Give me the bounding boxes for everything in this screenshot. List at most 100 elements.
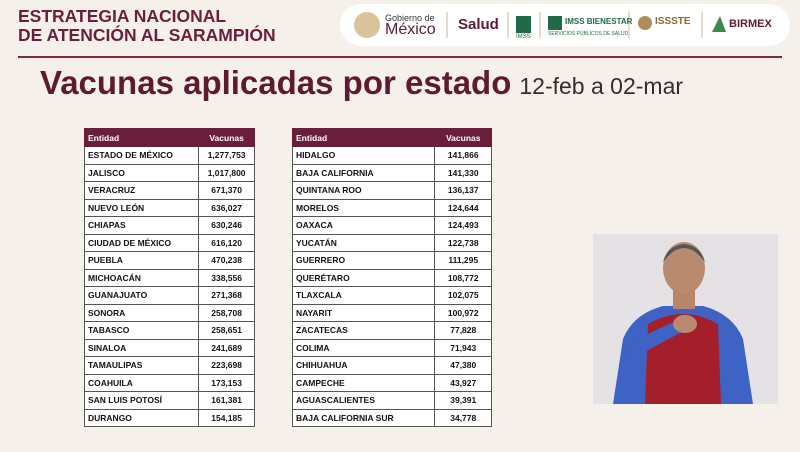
vaccine-count: 223,698 (198, 356, 255, 375)
state-name: YUCATÁN (291, 233, 436, 252)
table-row: JALISCO 1,017,800 (83, 163, 255, 182)
vaccine-table: Entidad Vacunas ESTADO DE MÉXICO 1,277,753 J… (83, 128, 255, 427)
state-name: NAYARIT (291, 303, 436, 322)
state-name: QUINTANA ROO (291, 181, 436, 200)
state-name: TABASCO (83, 321, 200, 340)
vaccine-count: 124,493 (434, 216, 492, 235)
slide-subtitle: 12-feb a 02-mar (519, 73, 684, 99)
state-name: CHIAPAS (83, 216, 200, 235)
table-row: BAJA CALIFORNIA SUR 34,778 (291, 408, 492, 427)
state-name: SONORA (83, 303, 200, 322)
logo-text: Salud (458, 16, 499, 33)
table-row: PUEBLA 470,238 (83, 251, 255, 270)
state-name: HIDALGO (291, 146, 436, 165)
vaccine-count: 136,137 (434, 181, 492, 200)
vaccine-count: 141,330 (434, 163, 492, 182)
table-row: YUCATÁN 122,738 (291, 233, 492, 252)
slide-title: Vacunas aplicadas por estado 12-feb a 02-… (40, 64, 683, 102)
column-header: Entidad (83, 128, 200, 147)
state-name: GUERRERO (291, 251, 436, 270)
state-name: PUEBLA (83, 251, 200, 270)
hands (673, 315, 697, 333)
vaccine-count: 1,017,800 (198, 163, 255, 182)
vaccine-count: 71,943 (434, 338, 492, 357)
state-name: BAJA CALIFORNIA SUR (291, 408, 436, 427)
vaccine-table: Entidad Vacunas HIDALGO 141,866 BAJA CALIFOR… (291, 128, 492, 427)
state-name: MICHOACÁN (83, 268, 200, 287)
vaccine-count: 271,368 (198, 286, 255, 305)
table-row: SONORA 258,708 (83, 303, 255, 322)
table-row: VERACRUZ 671,370 (83, 181, 255, 200)
vaccine-count: 470,238 (198, 251, 255, 270)
table-row: SAN LUIS POTOSÍ 161,381 (83, 391, 255, 410)
state-name: DURANGO (83, 408, 200, 427)
vaccine-count: 47,380 (434, 356, 492, 375)
header-row: Entidad Vacunas (83, 128, 255, 147)
state-name: MORELOS (291, 198, 436, 217)
table-row: GUANAJUATO 271,368 (83, 286, 255, 305)
table-row: OAXACA 124,493 (291, 216, 492, 235)
table-row: TLAXCALA 102,075 (291, 286, 492, 305)
table-row: CAMPECHE 43,927 (291, 373, 492, 392)
state-name: CAMPECHE (291, 373, 436, 392)
header-title: ESTRATEGIA NACIONAL DE ATENCIÓN AL SARAM… (18, 7, 276, 45)
hair (663, 244, 705, 262)
issste-icon (638, 16, 652, 30)
header-line: DE ATENCIÓN AL SARAMPIÓN (18, 25, 276, 45)
vaccine-count: 671,370 (198, 181, 255, 200)
table-row: SINALOA 241,689 (83, 338, 255, 357)
table-row: DURANGO 154,185 (83, 408, 255, 427)
table-row: QUERÉTARO 108,772 (291, 268, 492, 287)
logo-icons (354, 12, 726, 38)
state-name: TAMAULIPAS (83, 356, 200, 375)
vaccine-count: 34,778 (434, 408, 492, 427)
vaccine-count: 173,153 (198, 373, 255, 392)
table-row: MORELOS 124,644 (291, 198, 492, 217)
vaccine-count: 43,927 (434, 373, 492, 392)
vaccine-count: 241,689 (198, 338, 255, 357)
table-row: CIUDAD DE MÉXICO 616,120 (83, 233, 255, 252)
state-name: TLAXCALA (291, 286, 436, 305)
logo-text: Gobierno de (385, 13, 435, 23)
table-row: COAHUILA 173,153 (83, 373, 255, 392)
logo-text: ISSSTE (655, 16, 691, 27)
table-row: NUEVO LEÓN 636,027 (83, 198, 255, 217)
header-rule (18, 56, 782, 58)
state-name: QUERÉTARO (291, 268, 436, 287)
logo-text: México (385, 21, 436, 38)
table-row: CHIHUAHUA 47,380 (291, 356, 492, 375)
state-name: ESTADO DE MÉXICO (83, 146, 200, 165)
vaccine-count: 258,651 (198, 321, 255, 340)
table-row: AGUASCALIENTES 39,391 (291, 391, 492, 410)
state-name: CIUDAD DE MÉXICO (83, 233, 200, 252)
table-row: MICHOACÁN 338,556 (83, 268, 255, 287)
state-name: COAHUILA (83, 373, 200, 392)
state-name: BAJA CALIFORNIA (291, 163, 436, 182)
arm (623, 319, 688, 359)
table-row: CHIAPAS 630,246 (83, 216, 255, 235)
state-name: COLIMA (291, 338, 436, 357)
vaccine-count: 77,828 (434, 321, 492, 340)
state-name: SAN LUIS POTOSÍ (83, 391, 200, 410)
vaccine-count: 108,772 (434, 268, 492, 287)
table-row: ESTADO DE MÉXICO 1,277,753 (83, 146, 255, 165)
state-name: JALISCO (83, 163, 200, 182)
logo-text: IMSS (516, 34, 531, 40)
vaccine-count: 1,277,753 (198, 146, 255, 165)
head (663, 242, 705, 294)
table-row: TABASCO 258,651 (83, 321, 255, 340)
state-name: VERACRUZ (83, 181, 200, 200)
vaccine-count: 338,556 (198, 268, 255, 287)
birmex-icon (712, 16, 726, 32)
table-row: NAYARIT 100,972 (291, 303, 492, 322)
column-header: Vacunas (434, 128, 492, 147)
state-name: AGUASCALIENTES (291, 391, 436, 410)
vaccine-count: 122,738 (434, 233, 492, 252)
vaccine-count: 161,381 (198, 391, 255, 410)
vaccine-count: 154,185 (198, 408, 255, 427)
logo-bar: Gobierno de México Salud IMSS IMSS BIENE… (340, 4, 790, 46)
neck (673, 289, 695, 309)
column-header: Entidad (291, 128, 436, 147)
vaccine-count: 258,708 (198, 303, 255, 322)
